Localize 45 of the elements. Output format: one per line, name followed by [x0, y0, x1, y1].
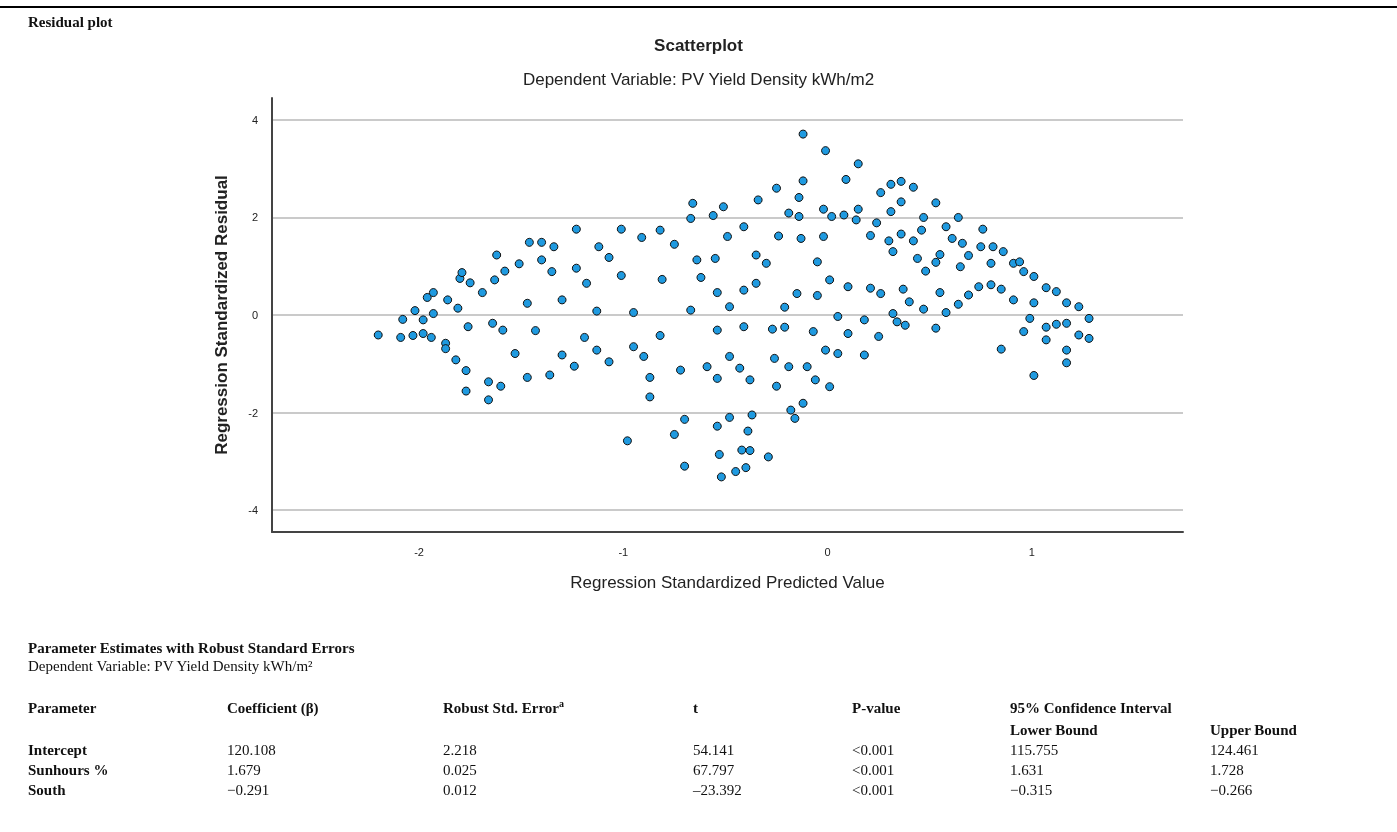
text: –23.392 [693, 782, 742, 799]
text: 1.679 [227, 762, 261, 779]
text: <0.001 [852, 762, 895, 779]
text: Sunhours % [28, 762, 109, 779]
y-tick-label: 0 [251, 309, 258, 321]
x-tick-label: -1 [618, 545, 629, 558]
text: 1.631 [1010, 762, 1044, 779]
text: Coefficient (β) [227, 700, 319, 717]
y-tick-label: -4 [248, 504, 258, 517]
y-axis-title: Regression Standardized Residual [212, 175, 231, 455]
text: −0.291 [227, 782, 270, 799]
x-tick-label: 1 [1028, 545, 1035, 558]
y-tick-label: 2 [251, 211, 258, 224]
y-tick-label: 4 [251, 113, 258, 126]
text: 115.755 [1010, 742, 1059, 759]
text: Upper Bound [1210, 722, 1297, 739]
y-tick-label: -2 [248, 406, 258, 419]
x-axis-title: Regression Standardized Predicted Value [570, 573, 885, 592]
chart-subtitle: Dependent Variable: PV Yield Density kWh/m2 [522, 70, 875, 89]
text: 1.728 [1210, 762, 1244, 779]
text: 67.797 [693, 762, 735, 779]
text: Residual plot [28, 14, 113, 31]
text: t [693, 700, 698, 717]
text: 95% Confidence Interval [1010, 700, 1172, 717]
text: Parameter Estimates with Robust Standard Errors [28, 640, 355, 657]
text: 0.025 [443, 762, 477, 779]
chart-title: Scatterplot [654, 36, 744, 55]
x-tick-label: 0 [824, 545, 831, 558]
text: <0.001 [852, 782, 895, 799]
text: <0.001 [852, 742, 895, 759]
text: −0.266 [1210, 782, 1253, 799]
text: 2.218 [443, 742, 477, 759]
text: Parameter [28, 700, 97, 717]
text: −0.315 [1010, 782, 1053, 799]
text: 120.108 [227, 742, 276, 759]
text: P-value [852, 700, 901, 717]
text: Dependent Variable: PV Yield Density kWh/m² [28, 658, 313, 675]
text: Robust Std. Error$^{a}$ [443, 698, 564, 717]
text: Intercept [28, 742, 87, 759]
text: 0.012 [443, 782, 477, 799]
x-tick-label: -2 [414, 545, 424, 558]
text: 124.461 [1210, 742, 1259, 759]
text: 54.141 [693, 742, 735, 759]
text: South [28, 782, 66, 799]
text: Lower Bound [1010, 722, 1098, 739]
